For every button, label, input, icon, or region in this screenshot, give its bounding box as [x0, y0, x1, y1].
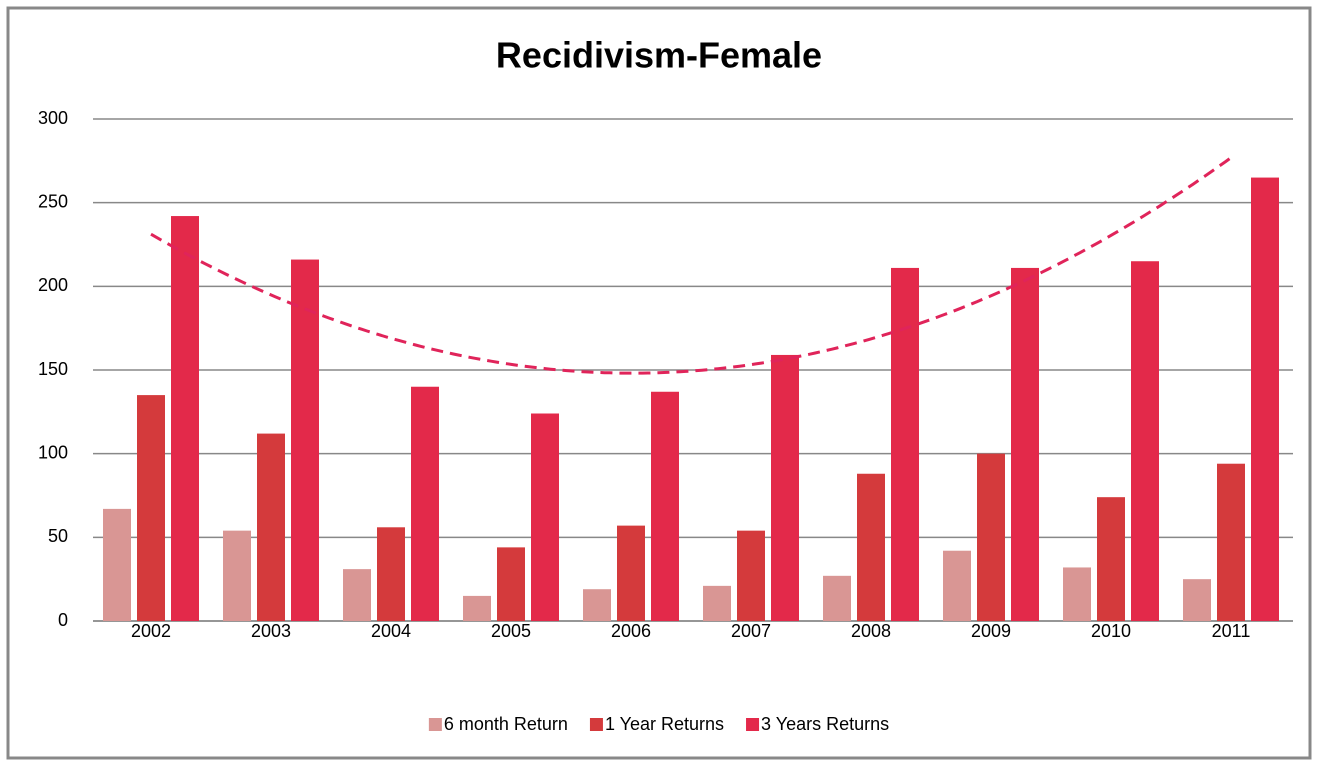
- bar: [171, 216, 199, 621]
- bar: [1251, 177, 1279, 622]
- x-tick-label: 2008: [851, 621, 891, 641]
- bar: [1011, 267, 1039, 621]
- x-tick-label: 2011: [1212, 621, 1251, 641]
- bar: [497, 547, 525, 621]
- x-tick-label: 2002: [131, 621, 171, 641]
- x-tick-label: 2007: [731, 621, 771, 641]
- legend-swatch: [746, 718, 760, 731]
- bar: [823, 575, 851, 621]
- y-tick-label: 250: [38, 191, 68, 211]
- bar: [1063, 567, 1091, 621]
- bar: [257, 433, 285, 621]
- y-tick-label: 150: [38, 359, 68, 379]
- y-tick-label: 200: [38, 275, 68, 295]
- bar: [291, 259, 319, 621]
- bar: [771, 354, 799, 621]
- bar: [531, 413, 559, 621]
- x-tick-label: 2004: [371, 621, 411, 641]
- y-tick-label: 100: [38, 442, 68, 462]
- bar: [1217, 463, 1245, 621]
- bar: [651, 391, 679, 621]
- bar: [943, 550, 971, 621]
- legend-label: 1 Year Returns: [605, 714, 724, 734]
- bar: [1097, 497, 1125, 621]
- bar: [463, 595, 491, 621]
- x-tick-label: 2010: [1091, 621, 1131, 641]
- y-tick-label: 0: [58, 610, 68, 630]
- bar: [377, 527, 405, 621]
- x-tick-label: 2006: [611, 621, 651, 641]
- legend-label: 3 Years Returns: [761, 714, 889, 734]
- legend-label: 6 month Return: [444, 714, 568, 734]
- x-tick-label: 2003: [251, 621, 291, 641]
- bar: [343, 569, 371, 621]
- bar: [891, 267, 919, 621]
- trendline: [150, 156, 1232, 375]
- bar: [583, 589, 611, 621]
- bar: [857, 473, 885, 621]
- bar: [977, 453, 1005, 621]
- x-tick-label: 2005: [491, 621, 531, 641]
- bar: [1183, 579, 1211, 621]
- bar: [703, 585, 731, 621]
- bar: [737, 530, 765, 621]
- bar: [1131, 261, 1159, 621]
- bar: [137, 395, 165, 621]
- bar: [223, 530, 251, 621]
- chart-title: Recidivism-Female: [496, 35, 822, 76]
- bar: [617, 525, 645, 621]
- chart-border: [6, 6, 1312, 760]
- legend-swatch: [589, 718, 603, 731]
- bar: [103, 508, 131, 621]
- y-tick-label: 300: [38, 108, 68, 128]
- bar: [411, 386, 439, 621]
- x-tick-label: 2009: [971, 621, 1011, 641]
- y-tick-label: 50: [48, 526, 68, 546]
- legend-swatch: [428, 718, 442, 731]
